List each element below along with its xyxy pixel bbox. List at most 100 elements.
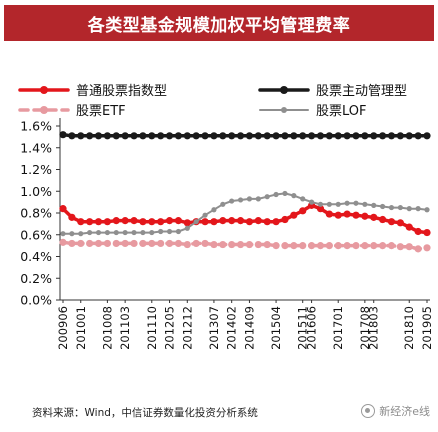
series-point bbox=[175, 228, 182, 235]
series-point bbox=[352, 132, 360, 140]
series-point bbox=[113, 229, 119, 236]
chart-title: 各类型基金规模加权平均管理费率 bbox=[4, 5, 434, 41]
series-point bbox=[103, 132, 111, 140]
series-point bbox=[201, 132, 209, 140]
series-point bbox=[148, 132, 156, 140]
series-point bbox=[423, 244, 431, 252]
series-point bbox=[94, 239, 103, 248]
series-point bbox=[405, 243, 413, 251]
series-point bbox=[361, 212, 369, 220]
series-point bbox=[370, 242, 378, 250]
series-point bbox=[325, 132, 333, 140]
series-point bbox=[78, 231, 84, 237]
series-point bbox=[201, 218, 209, 226]
x-tick-label: 201504 bbox=[269, 306, 283, 350]
series-point bbox=[59, 205, 67, 213]
series-point bbox=[281, 215, 289, 224]
y-tick-label: 0.0% bbox=[20, 293, 52, 308]
series-point bbox=[60, 231, 66, 237]
series-point bbox=[405, 223, 413, 231]
series-point bbox=[148, 239, 156, 248]
series-point bbox=[326, 201, 332, 207]
series-point bbox=[103, 218, 111, 226]
series-point bbox=[228, 240, 236, 249]
series-point bbox=[281, 242, 289, 250]
series-point bbox=[183, 219, 191, 227]
series-point bbox=[316, 242, 325, 250]
series-point bbox=[272, 218, 280, 226]
series-point bbox=[157, 218, 165, 226]
series-point bbox=[68, 213, 76, 221]
series-point bbox=[104, 229, 110, 236]
series-point bbox=[112, 217, 120, 225]
y-tick-label: 0.6% bbox=[20, 227, 52, 242]
series-point bbox=[103, 239, 111, 248]
series-point bbox=[183, 240, 191, 249]
series-point bbox=[59, 238, 67, 246]
legend-item-1: 普通股票指数型 bbox=[18, 84, 167, 99]
series-point bbox=[387, 242, 396, 250]
series-point bbox=[299, 242, 307, 250]
series-point bbox=[139, 218, 147, 226]
series-point bbox=[423, 228, 431, 237]
x-tick-label: 201511 bbox=[296, 306, 310, 350]
y-tick-label: 0.8% bbox=[20, 206, 52, 221]
x-tick-label: 201803 bbox=[367, 306, 381, 350]
series-point bbox=[236, 217, 245, 225]
series-point bbox=[166, 228, 173, 235]
x-tick-label: 201001 bbox=[74, 306, 88, 350]
series-point bbox=[264, 194, 270, 200]
y-tick-label: 1.4% bbox=[20, 140, 52, 155]
legend-marker-2 bbox=[280, 86, 288, 94]
series-point bbox=[415, 206, 421, 212]
series-point bbox=[405, 132, 413, 140]
series-point bbox=[139, 239, 147, 248]
series-point bbox=[210, 240, 218, 249]
series-point bbox=[77, 132, 85, 140]
legend-item-3: 股票ETF bbox=[18, 104, 126, 119]
series-point bbox=[272, 132, 280, 140]
legend-label-3: 股票ETF bbox=[76, 104, 126, 119]
y-tick-label: 0.4% bbox=[20, 249, 52, 264]
series-point bbox=[379, 242, 387, 250]
series-point bbox=[307, 242, 316, 250]
series-point bbox=[121, 132, 129, 140]
x-tick-label: 201701 bbox=[331, 306, 345, 350]
series-point bbox=[316, 205, 325, 213]
series-point bbox=[139, 132, 147, 140]
series-point bbox=[130, 217, 138, 225]
series-point bbox=[229, 198, 235, 204]
series-point bbox=[68, 239, 76, 248]
series-point bbox=[396, 132, 404, 140]
series-point bbox=[202, 212, 208, 218]
series-point bbox=[343, 242, 351, 250]
series-point bbox=[165, 217, 174, 225]
series-point bbox=[184, 225, 190, 231]
series-point bbox=[396, 243, 404, 251]
series-point bbox=[334, 242, 342, 250]
series-point bbox=[245, 132, 254, 140]
y-tick-label: 1.2% bbox=[20, 162, 52, 177]
legend-item-4: 股票LOF bbox=[259, 104, 367, 119]
series-point bbox=[352, 242, 360, 250]
series-point bbox=[140, 229, 146, 236]
series-point bbox=[192, 132, 200, 140]
series-point bbox=[236, 240, 245, 249]
series-point bbox=[254, 217, 262, 225]
series-point bbox=[379, 132, 387, 140]
series-point bbox=[371, 202, 377, 208]
series-point bbox=[245, 218, 254, 226]
series-point bbox=[165, 239, 174, 248]
series-point bbox=[201, 239, 209, 248]
series-point bbox=[228, 132, 236, 140]
chart-area: 普通股票指数型 股票主动管理型 股票ETF 股票LOF 0.0% 0.2% 0.4% 0.6%… bbox=[0, 80, 438, 370]
series-point bbox=[228, 217, 236, 225]
series-point bbox=[130, 239, 138, 248]
legend-label-1: 普通股票指数型 bbox=[76, 84, 167, 99]
series-point bbox=[210, 218, 218, 226]
series-point bbox=[406, 206, 412, 212]
series-point bbox=[219, 217, 227, 225]
series-point bbox=[353, 200, 359, 206]
series-point bbox=[112, 239, 120, 248]
